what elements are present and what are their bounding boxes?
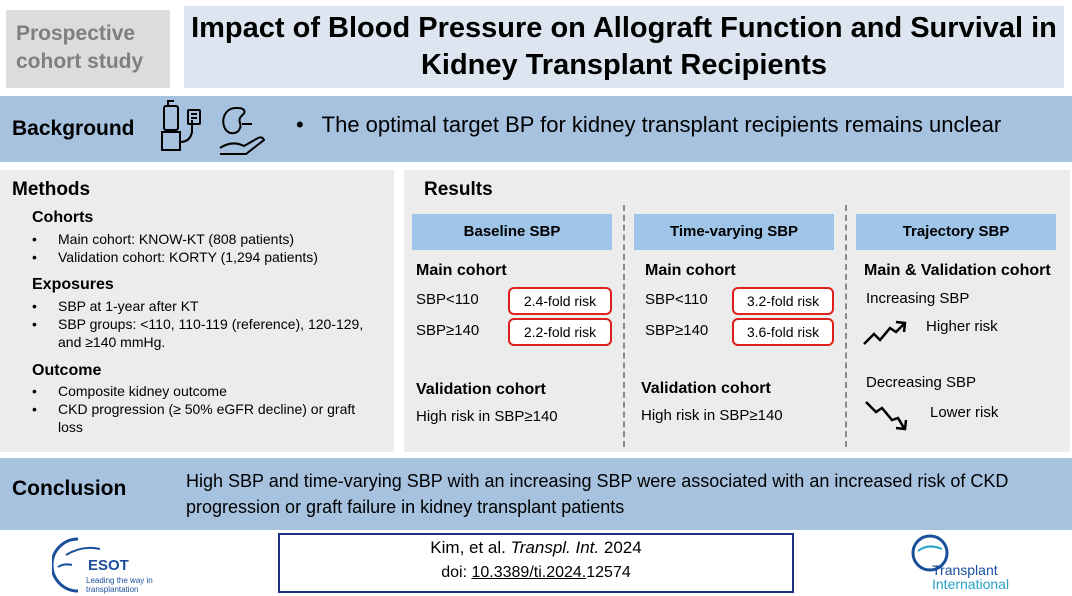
methods-title: Methods xyxy=(12,179,91,200)
methods-cohorts-heading: Cohorts xyxy=(32,209,94,226)
doi-suffix: 12574 xyxy=(586,564,631,581)
kidney-in-hand-icon xyxy=(219,106,266,155)
baseline-group-label: SBP≥140 xyxy=(416,322,480,339)
background-statement: • The optimal target BP for kidney trans… xyxy=(296,112,1001,138)
time-varying-group-label: SBP<110 xyxy=(645,291,708,308)
transplant-international-logo-line1: Transplant xyxy=(932,562,998,578)
page-title: Impact of Blood Pressure on Allograft Fu… xyxy=(191,12,1057,81)
esot-logo-text: ESOT xyxy=(88,557,129,574)
background-label: Background xyxy=(12,117,135,140)
methods-list-item: • Validation cohort: KORTY (1,294 patient… xyxy=(32,249,318,265)
title-box xyxy=(184,6,1064,88)
doi-link[interactable]: 10.3389/ti.2024. xyxy=(471,564,587,581)
methods-list-item: • SBP at 1-year after KT xyxy=(32,298,199,314)
baseline-validation-text: High risk in SBP≥140 xyxy=(416,408,558,425)
baseline-main-cohort-label: Main cohort xyxy=(416,262,507,279)
time-varying-main-cohort-label: Main cohort xyxy=(645,262,736,279)
citation-year: 2024 xyxy=(603,538,642,557)
trajectory-cohort-label: Main & Validation cohort xyxy=(864,262,1051,279)
background-icons xyxy=(161,100,266,155)
trajectory-higher-risk-label: Higher risk xyxy=(926,318,998,335)
methods-list-item: • CKD progression (≥ 50% eGFR decline) or… xyxy=(32,401,356,435)
study-type-label: Prospective cohort study xyxy=(16,22,144,73)
citation-authors: Kim, et al. xyxy=(430,538,506,557)
time-varying-risk-badge: 3.6-fold risk xyxy=(732,318,834,346)
trajectory-lower-risk-label: Lower risk xyxy=(930,404,999,421)
conclusion-label: Conclusion xyxy=(12,477,127,500)
baseline-risk-badge: 2.2-fold risk xyxy=(508,318,612,346)
citation-line: Kim, et al. Transpl. Int. 2024 xyxy=(278,538,794,558)
baseline-risk-badge: 2.4-fold risk xyxy=(508,287,612,315)
trajectory-sbp-header: Trajectory SBP xyxy=(856,214,1056,250)
methods-list-item: • Composite kidney outcome xyxy=(32,383,227,399)
time-varying-sbp-header: Time-varying SBP xyxy=(634,214,834,250)
doi-prefix: doi: xyxy=(441,564,468,581)
conclusion-text: High SBP and time-varying SBP with an in… xyxy=(186,471,1009,517)
citation-box xyxy=(278,533,794,593)
esot-logo xyxy=(52,537,101,593)
time-varying-validation-text: High risk in SBP≥140 xyxy=(641,407,783,424)
methods-list-item: • SBP groups: <110, 110-119 (reference), … xyxy=(32,316,364,350)
doi-line: doi: 10.3389/ti.2024.12574 xyxy=(278,564,794,582)
citation-journal: Transpl. Int. xyxy=(510,538,600,557)
transplant-international-logo-line2: International xyxy=(932,576,1010,592)
trajectory-decreasing-label: Decreasing SBP xyxy=(866,374,977,391)
footer xyxy=(0,530,1072,596)
blood-pressure-monitor-icon xyxy=(161,100,201,151)
time-varying-validation-label: Validation cohort xyxy=(641,380,771,397)
time-varying-risk-badge: 3.2-fold risk xyxy=(732,287,834,315)
bullet-marker: • xyxy=(296,112,304,137)
baseline-group-label: SBP<110 xyxy=(416,291,479,308)
trend-down-arrow-icon xyxy=(865,401,908,431)
methods-outcome-heading: Outcome xyxy=(32,362,102,379)
baseline-sbp-header: Baseline SBP xyxy=(412,214,612,250)
methods-panel xyxy=(0,170,394,452)
results-title: Results xyxy=(424,179,493,200)
column-divider xyxy=(845,205,847,447)
esot-logo-tagline: Leading the way in transplantation xyxy=(86,576,153,594)
baseline-validation-label: Validation cohort xyxy=(416,381,546,398)
transplant-international-logo xyxy=(911,534,949,572)
methods-list-item: • Main cohort: KNOW-KT (808 patients) xyxy=(32,231,295,247)
conclusion-band xyxy=(0,458,1072,530)
study-type-box xyxy=(6,10,170,88)
trend-up-arrow-icon xyxy=(863,320,907,345)
column-divider xyxy=(623,205,625,447)
background-text: The optimal target BP for kidney transpl… xyxy=(321,112,1002,137)
methods-exposures-heading: Exposures xyxy=(32,276,114,293)
time-varying-group-label: SBP≥140 xyxy=(645,322,709,339)
trajectory-increasing-label: Increasing SBP xyxy=(866,290,970,307)
